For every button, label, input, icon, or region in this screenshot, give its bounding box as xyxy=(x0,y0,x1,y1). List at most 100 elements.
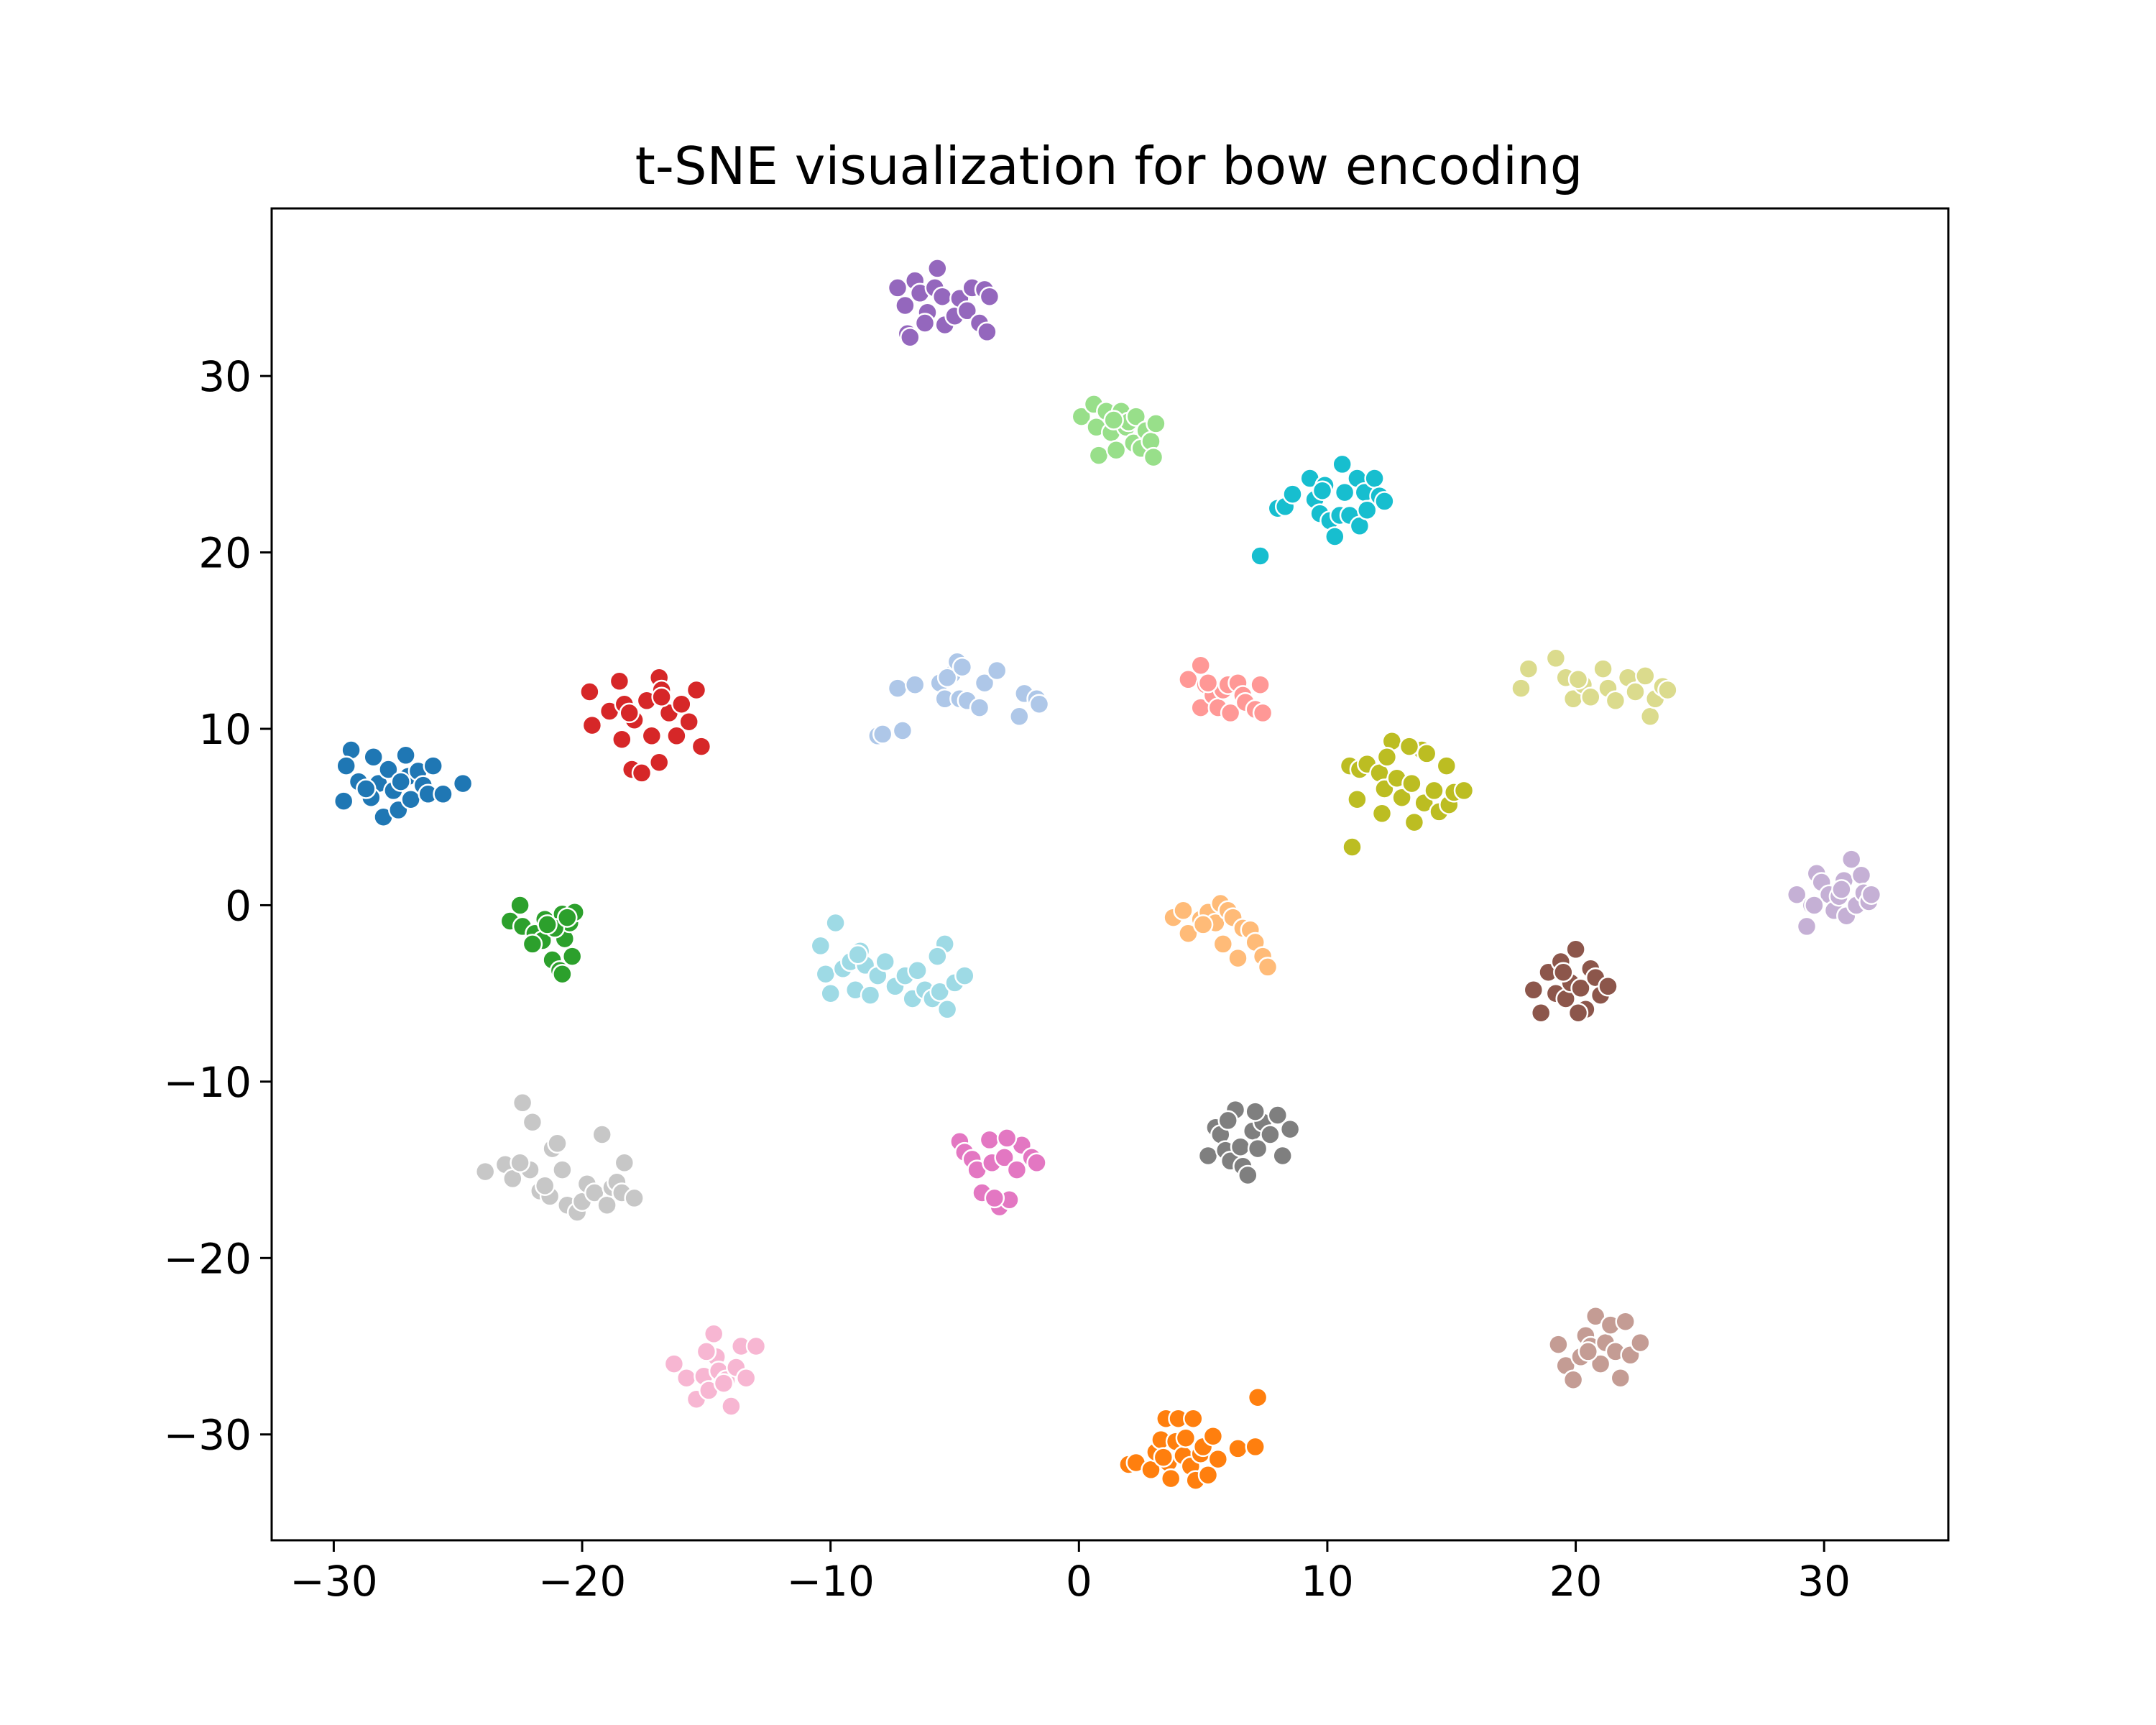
scatter-point xyxy=(1247,1386,1268,1408)
scatter-point xyxy=(977,321,998,343)
scatter-point xyxy=(703,1323,724,1345)
scatter-point xyxy=(1548,1334,1569,1355)
scatter-point xyxy=(1207,1448,1229,1470)
scatter-point xyxy=(895,295,916,316)
scatter-point xyxy=(1570,978,1591,999)
scatter-point xyxy=(887,277,908,298)
scatter-point xyxy=(1511,678,1531,699)
scatter-point xyxy=(952,656,973,678)
scatter-point xyxy=(696,1341,717,1362)
scatter-point xyxy=(820,983,841,1004)
scatter-point xyxy=(1635,666,1656,686)
scatter-point xyxy=(1272,1145,1293,1167)
scatter-point xyxy=(512,1092,533,1113)
scatter-point xyxy=(631,763,653,783)
x-tick-label: −20 xyxy=(538,1557,626,1606)
scatter-point xyxy=(1371,803,1393,824)
scatter-point xyxy=(1245,1101,1266,1122)
scatter-point xyxy=(887,678,908,699)
scatter-point xyxy=(825,912,846,934)
scatter-point xyxy=(1453,780,1475,801)
scatter-series xyxy=(810,912,975,1020)
scatter-point xyxy=(1250,546,1271,566)
x-tick-label: −10 xyxy=(786,1557,874,1606)
scatter-point xyxy=(1009,706,1030,727)
scatter-point xyxy=(609,671,630,692)
y-tick-label: −10 xyxy=(164,1058,252,1107)
scatter-point xyxy=(333,791,354,811)
scatter-point xyxy=(534,1175,556,1196)
scatter-point xyxy=(994,1147,1015,1168)
scatter-point xyxy=(1267,1105,1289,1126)
scatter-series xyxy=(1511,648,1678,727)
scatter-point xyxy=(1851,865,1872,886)
scatter-series xyxy=(1786,849,1882,937)
x-tick-label: 10 xyxy=(1301,1557,1354,1606)
scatter-point xyxy=(1565,939,1586,960)
scatter-point xyxy=(686,679,707,701)
scatter-point xyxy=(1217,1110,1238,1131)
x-tick-label: 0 xyxy=(1066,1557,1092,1606)
scatter-series xyxy=(579,667,712,783)
scatter-series xyxy=(1071,394,1166,468)
scatter-series xyxy=(1178,655,1273,724)
scatter-point xyxy=(1257,957,1279,978)
scatter-point xyxy=(612,729,632,750)
scatter-point xyxy=(1260,1124,1281,1145)
scatter-point xyxy=(619,702,640,724)
scatter-point xyxy=(671,694,692,714)
scatter-point xyxy=(1026,1152,1047,1174)
scatter-point xyxy=(1598,976,1618,997)
scatter-point xyxy=(1028,694,1050,714)
scatter-point xyxy=(1580,686,1601,708)
scatter-point xyxy=(875,951,895,972)
scatter-point xyxy=(907,960,928,981)
scatter-point xyxy=(735,1367,757,1389)
scatter-point xyxy=(1562,1369,1584,1390)
scatter-point xyxy=(927,258,948,279)
scatter-point xyxy=(666,725,687,747)
scatter-point xyxy=(984,1187,1005,1209)
scatter-point xyxy=(900,326,921,348)
scatter-point xyxy=(522,934,543,954)
scatter-point xyxy=(1252,702,1273,724)
scatter-point xyxy=(1143,446,1164,468)
scatter-point xyxy=(395,745,416,766)
scatter-point xyxy=(1585,1306,1606,1327)
scatter-point xyxy=(1197,1464,1219,1486)
scatter-point xyxy=(1088,445,1110,466)
scatter-point xyxy=(721,1396,742,1417)
scatter-point xyxy=(1238,1164,1258,1186)
scatter-point xyxy=(1657,679,1678,701)
scatter-point xyxy=(1160,1468,1181,1489)
x-tick-label: 20 xyxy=(1549,1557,1603,1606)
scatter-point xyxy=(581,714,603,736)
scatter-point xyxy=(1615,1311,1636,1332)
scatter-point xyxy=(1518,658,1539,679)
scatter-point xyxy=(1312,480,1333,501)
scatter-point xyxy=(1125,406,1147,427)
scatter-point xyxy=(929,981,950,1002)
scatter-point xyxy=(1630,1332,1651,1353)
scatter-point xyxy=(1247,1138,1268,1159)
scatter-point xyxy=(691,736,712,757)
scatter-point xyxy=(336,755,356,776)
scatter-point xyxy=(1376,747,1398,768)
y-tick-label: 10 xyxy=(198,705,252,754)
scatter-point xyxy=(591,1124,612,1145)
scatter-point xyxy=(1105,439,1127,461)
y-tick-label: 30 xyxy=(198,352,252,401)
scatter-point xyxy=(678,711,699,732)
scatter-point xyxy=(1545,648,1567,669)
scatter-point xyxy=(510,1152,530,1174)
scatter-series xyxy=(1339,730,1475,857)
scatter-series xyxy=(499,895,585,985)
scatter-point xyxy=(1786,884,1807,905)
scatter-point xyxy=(1374,491,1395,512)
scatter-point xyxy=(651,686,672,708)
scatter-point xyxy=(1220,702,1241,724)
scatter-point xyxy=(1146,413,1166,434)
scatter-point xyxy=(1178,923,1199,944)
scatter-point xyxy=(1183,1408,1204,1429)
